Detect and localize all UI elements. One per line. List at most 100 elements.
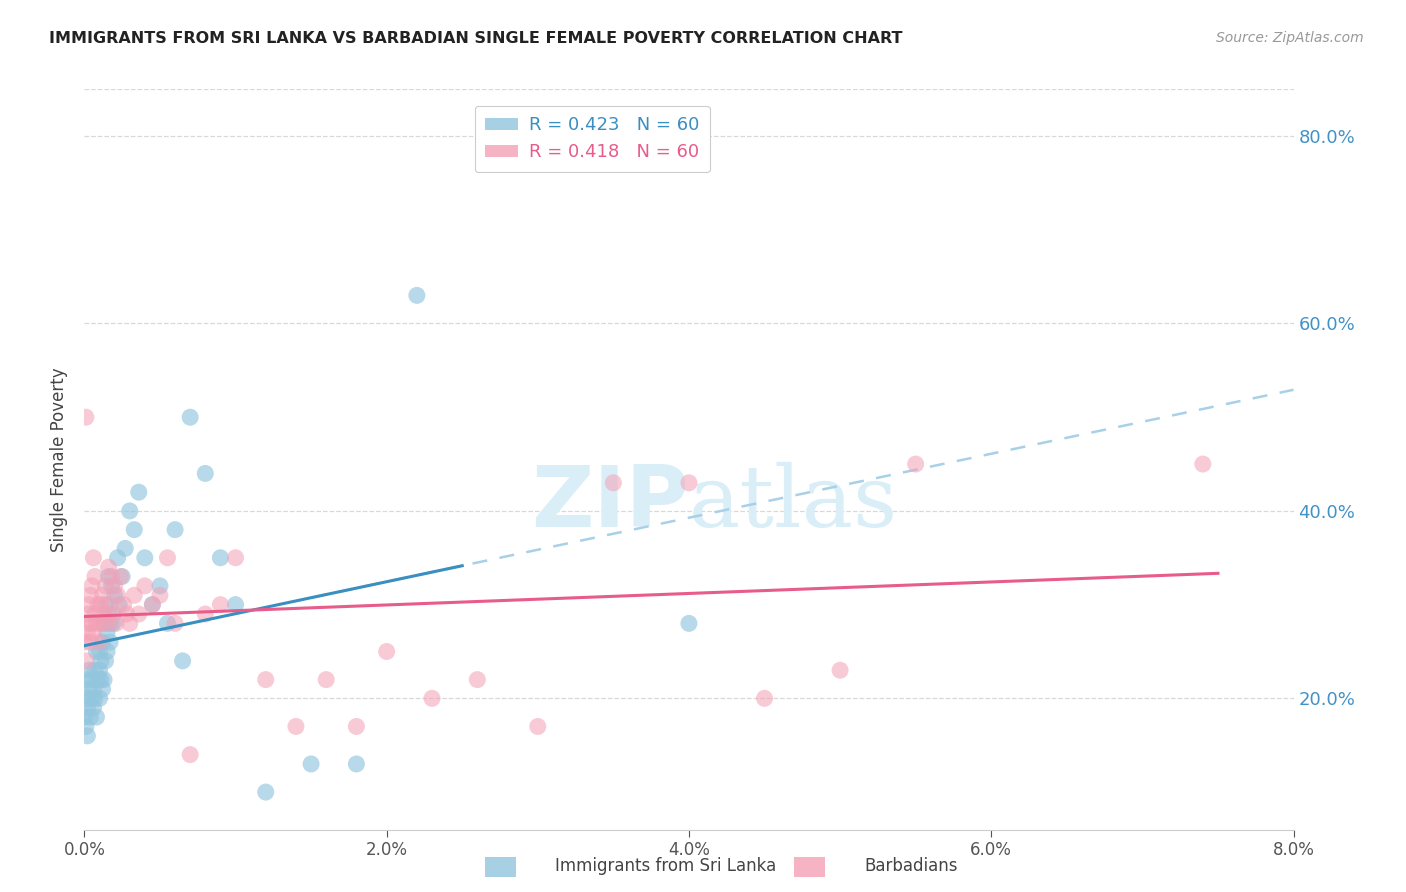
Point	[602, 475, 624, 490]
Text: Immigrants from Sri Lanka: Immigrants from Sri Lanka	[555, 857, 776, 875]
Point	[134, 550, 156, 565]
Point	[84, 663, 107, 677]
Point	[89, 635, 111, 649]
Point	[104, 579, 127, 593]
Point	[80, 616, 103, 631]
Point	[82, 700, 104, 714]
Point	[80, 673, 103, 687]
Point	[87, 598, 110, 612]
Point	[98, 635, 121, 649]
Point	[82, 550, 104, 565]
Point	[179, 410, 201, 425]
Point	[80, 691, 103, 706]
Point	[225, 550, 247, 565]
Point	[115, 607, 138, 621]
Point	[112, 598, 135, 612]
Point	[128, 607, 150, 621]
Point	[96, 625, 118, 640]
Point	[172, 654, 194, 668]
Point	[94, 579, 117, 593]
Point	[76, 700, 98, 714]
Point	[76, 607, 98, 621]
Point	[97, 569, 120, 583]
Point	[114, 541, 136, 556]
Point	[73, 710, 96, 724]
Point	[118, 504, 141, 518]
Point	[285, 719, 308, 733]
Point	[77, 681, 100, 696]
Point	[105, 616, 128, 631]
Point	[406, 288, 429, 302]
Point	[94, 598, 117, 612]
Point	[86, 710, 108, 724]
Point	[1192, 457, 1215, 471]
Point	[91, 681, 114, 696]
Point	[100, 579, 122, 593]
Point	[84, 691, 107, 706]
Point	[82, 681, 104, 696]
Point	[346, 756, 368, 771]
Point	[254, 673, 277, 687]
Point	[89, 691, 111, 706]
Point	[678, 616, 700, 631]
Point	[97, 607, 120, 621]
Point	[79, 635, 101, 649]
Point	[156, 616, 179, 631]
Point	[108, 598, 131, 612]
Point	[90, 673, 112, 687]
Point	[96, 644, 118, 658]
Point	[179, 747, 201, 762]
Point	[94, 654, 117, 668]
Point	[89, 644, 111, 658]
Point	[122, 588, 145, 602]
Text: atlas: atlas	[689, 462, 898, 545]
Point	[77, 598, 100, 612]
Point	[101, 607, 124, 621]
Point	[134, 579, 156, 593]
Point	[93, 607, 115, 621]
Legend: R = 0.423   N = 60, R = 0.418   N = 60: R = 0.423 N = 60, R = 0.418 N = 60	[474, 105, 710, 172]
Point	[77, 663, 100, 677]
Point	[527, 719, 550, 733]
Text: ZIP: ZIP	[531, 462, 689, 545]
Point	[91, 588, 114, 602]
Point	[194, 467, 217, 481]
Point	[104, 588, 127, 602]
Point	[110, 569, 132, 583]
Point	[375, 644, 398, 658]
Point	[107, 588, 129, 602]
Text: Source: ZipAtlas.com: Source: ZipAtlas.com	[1216, 31, 1364, 45]
Point	[76, 729, 98, 743]
Point	[76, 625, 98, 640]
Point	[165, 523, 187, 537]
Point	[73, 673, 96, 687]
Point	[122, 523, 145, 537]
Point	[90, 654, 112, 668]
Point	[254, 785, 277, 799]
Point	[346, 719, 368, 733]
Point	[75, 691, 97, 706]
Point	[84, 569, 107, 583]
Point	[420, 691, 443, 706]
Point	[209, 550, 232, 565]
Point	[91, 635, 114, 649]
Point	[80, 579, 103, 593]
Point	[315, 673, 337, 687]
Point	[141, 598, 163, 612]
Y-axis label: Single Female Poverty: Single Female Poverty	[49, 368, 67, 551]
Point	[82, 625, 104, 640]
Point	[149, 588, 172, 602]
Point	[225, 598, 247, 612]
Text: Barbadians: Barbadians	[865, 857, 959, 875]
Point	[101, 616, 124, 631]
Point	[93, 616, 115, 631]
Point	[141, 598, 163, 612]
Point	[209, 598, 232, 612]
Point	[93, 673, 115, 687]
Point	[156, 550, 179, 565]
Point	[194, 607, 217, 621]
Point	[97, 560, 120, 574]
Point	[678, 475, 700, 490]
Point	[75, 410, 97, 425]
Point	[86, 644, 108, 658]
